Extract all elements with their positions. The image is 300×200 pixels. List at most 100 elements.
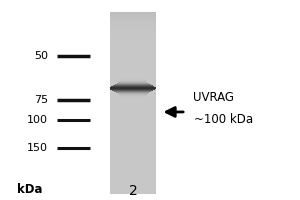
Bar (110, 168, 156, 169)
Bar (110, 115, 156, 116)
Bar (120, 97, 146, 98)
Bar (120, 79, 146, 80)
Bar (110, 172, 156, 173)
Bar (120, 97, 146, 98)
Bar (110, 126, 156, 127)
Bar (113, 85, 153, 86)
Bar (110, 94, 156, 95)
Text: 75: 75 (34, 95, 48, 105)
Bar (110, 77, 156, 78)
Bar (113, 85, 152, 86)
Bar (110, 22, 156, 23)
Bar (110, 190, 156, 191)
Bar (110, 138, 156, 140)
Bar (110, 182, 156, 183)
Text: UVRAG: UVRAG (194, 91, 235, 104)
Bar (110, 116, 156, 117)
Bar (110, 44, 156, 45)
Bar (110, 150, 156, 151)
Bar (110, 18, 156, 19)
Bar (110, 26, 156, 27)
Bar (110, 128, 156, 129)
Bar (110, 37, 156, 39)
Bar (110, 14, 156, 15)
Bar (110, 27, 156, 29)
Bar (110, 87, 156, 89)
Bar (110, 38, 156, 39)
Bar (110, 142, 156, 143)
Bar (110, 178, 156, 180)
Bar (110, 67, 156, 68)
Bar (120, 80, 146, 81)
Bar (110, 84, 156, 85)
Bar (110, 76, 156, 77)
Bar (115, 84, 150, 85)
Bar (120, 95, 146, 96)
Bar (110, 148, 156, 150)
Bar (110, 160, 156, 161)
Text: 150: 150 (27, 143, 48, 153)
Bar (110, 56, 156, 57)
Bar (110, 186, 156, 187)
Bar (110, 103, 156, 104)
Bar (110, 168, 156, 170)
Bar (110, 104, 156, 105)
Bar (110, 32, 156, 33)
Bar (110, 93, 156, 94)
Bar (110, 80, 156, 81)
Bar (112, 90, 153, 91)
Bar (110, 41, 156, 42)
Bar (110, 75, 156, 76)
Bar (110, 16, 156, 17)
Bar (110, 79, 156, 80)
Bar (110, 101, 156, 102)
Bar (110, 108, 156, 109)
Bar (110, 39, 156, 40)
Bar (110, 70, 156, 71)
Bar (116, 84, 150, 85)
Bar (110, 121, 156, 122)
Bar (110, 146, 156, 147)
Bar (116, 92, 149, 93)
Bar (110, 139, 156, 140)
Bar (110, 170, 156, 171)
Bar (110, 156, 156, 157)
Bar (110, 105, 156, 106)
Bar (110, 165, 156, 166)
Bar (110, 193, 156, 194)
Bar (110, 114, 156, 115)
Text: kDa: kDa (16, 183, 42, 196)
Bar (110, 53, 156, 54)
Bar (110, 110, 156, 111)
Bar (110, 57, 156, 58)
Bar (110, 99, 156, 100)
Bar (110, 135, 156, 136)
Bar (110, 96, 156, 97)
Bar (110, 143, 156, 144)
Bar (110, 183, 156, 184)
Bar (110, 137, 156, 138)
Bar (110, 71, 156, 72)
Bar (110, 127, 156, 128)
Bar (119, 94, 146, 95)
Bar (110, 141, 156, 142)
Bar (110, 57, 156, 59)
Bar (110, 31, 156, 32)
Bar (120, 80, 146, 81)
Bar (110, 67, 156, 69)
Bar (110, 108, 156, 110)
Bar (110, 36, 156, 37)
Bar (110, 95, 156, 96)
Bar (110, 13, 156, 14)
Bar (110, 46, 156, 47)
Bar (110, 64, 156, 65)
Bar (110, 65, 156, 66)
Bar (110, 77, 156, 79)
Bar (110, 130, 156, 131)
Bar (119, 81, 146, 82)
Bar (110, 89, 155, 90)
Bar (110, 131, 156, 132)
Bar (117, 92, 149, 93)
Bar (119, 81, 146, 82)
Bar (110, 136, 156, 137)
